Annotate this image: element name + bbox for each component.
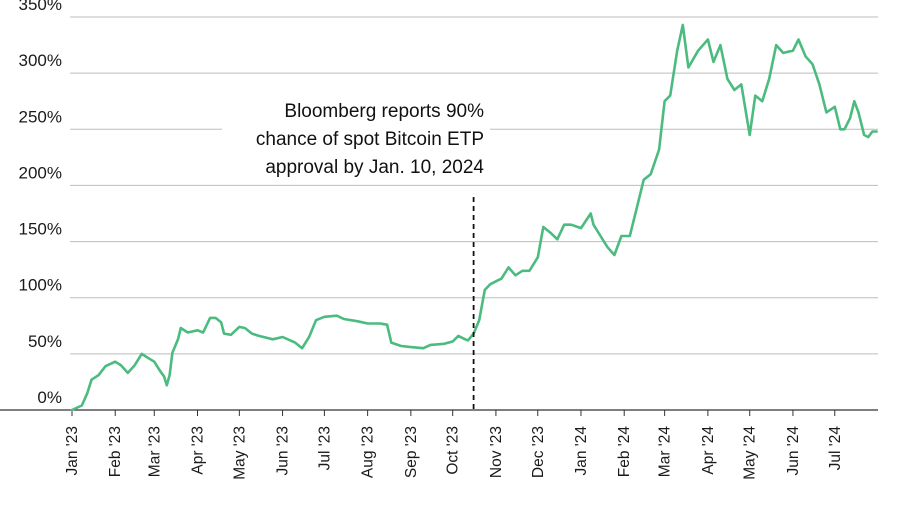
x-tick-label: Feb '24 bbox=[616, 426, 633, 478]
annotation-line-3: approval by Jan. 10, 2024 bbox=[265, 157, 484, 178]
x-tick-label: Apr '24 bbox=[700, 426, 717, 475]
x-tick-label: Dec '23 bbox=[530, 426, 547, 478]
x-tick-label: Nov '23 bbox=[488, 426, 505, 478]
x-tick-label: Aug '23 bbox=[360, 426, 377, 478]
y-tick-label: 150% bbox=[19, 220, 62, 239]
series-line bbox=[70, 23, 878, 412]
annotation-line-1: Bloomberg reports 90% bbox=[284, 101, 484, 122]
y-tick-label: 0% bbox=[37, 388, 62, 407]
x-tick-label: Jun '23 bbox=[275, 426, 292, 476]
x-tick-label: Feb '23 bbox=[107, 426, 124, 477]
x-tick-label: Jan '23 bbox=[64, 426, 81, 476]
x-tick-label: May '23 bbox=[231, 426, 248, 480]
x-tick-label: Apr '23 bbox=[190, 426, 207, 475]
x-tick-label: May '24 bbox=[742, 426, 759, 480]
x-tick-label: Oct '23 bbox=[445, 426, 462, 475]
y-tick-label: 250% bbox=[19, 107, 62, 126]
x-tick-label: Mar '23 bbox=[146, 426, 163, 477]
y-tick-label: 300% bbox=[19, 51, 62, 70]
x-tick-label: Jan '24 bbox=[573, 426, 590, 476]
annotation-line-2: chance of spot Bitcoin ETP bbox=[255, 129, 484, 150]
x-tick-label: Jun '24 bbox=[785, 426, 802, 476]
y-tick-label: 50% bbox=[28, 332, 62, 351]
gridlines bbox=[0, 16, 878, 411]
y-axis: 0% 50% 100% 150% 200% 250% 300% 350% bbox=[19, 0, 62, 407]
annotation-label: Bloomberg reports 90% chance of spot Bit… bbox=[222, 98, 490, 182]
x-axis: Jan '23 Feb '23 Mar '23 Apr '23 May '23 Jun '… bbox=[64, 410, 844, 480]
x-tick-label: Jul '23 bbox=[316, 426, 333, 470]
x-tick-label: Mar '24 bbox=[657, 426, 674, 478]
y-tick-label: 350% bbox=[19, 0, 62, 14]
y-tick-label: 200% bbox=[19, 163, 62, 182]
y-tick-label: 100% bbox=[19, 276, 62, 295]
x-tick-label: Sep '23 bbox=[403, 426, 420, 478]
x-tick-label: Jul '24 bbox=[827, 426, 844, 471]
